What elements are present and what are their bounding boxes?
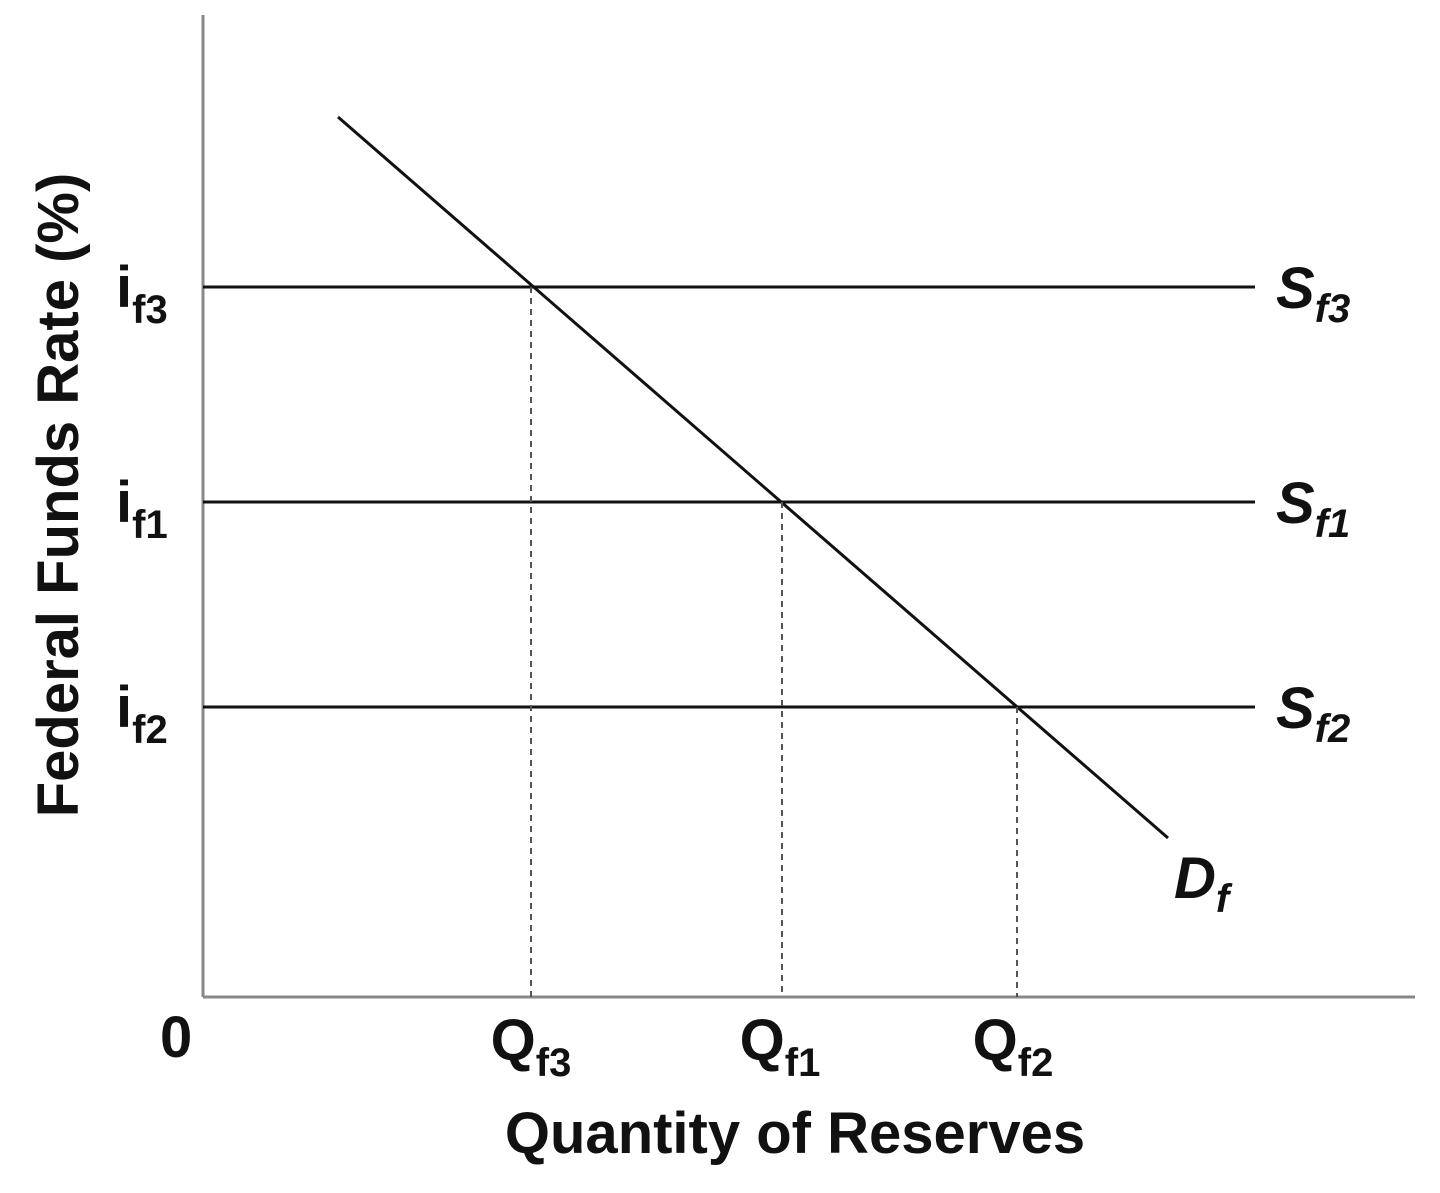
x-label: Qf1	[740, 1008, 821, 1085]
x-label: Qf3	[491, 1008, 572, 1085]
y-axis-title: Federal Funds Rate (%)	[26, 173, 91, 818]
supply-label: Sf2	[1276, 676, 1350, 751]
supply-label: Sf1	[1276, 471, 1350, 546]
demand-label: Df	[1174, 846, 1233, 921]
y-label: if1	[116, 470, 168, 547]
x-axis-title: Quantity of Reserves	[505, 1101, 1085, 1166]
demand-line	[337, 115, 1169, 840]
supply-label: Sf3	[1276, 256, 1350, 331]
origin-label: 0	[160, 1005, 192, 1070]
x-label: Qf2	[973, 1008, 1054, 1085]
y-label: if3	[116, 255, 168, 332]
y-label: if2	[116, 675, 168, 752]
